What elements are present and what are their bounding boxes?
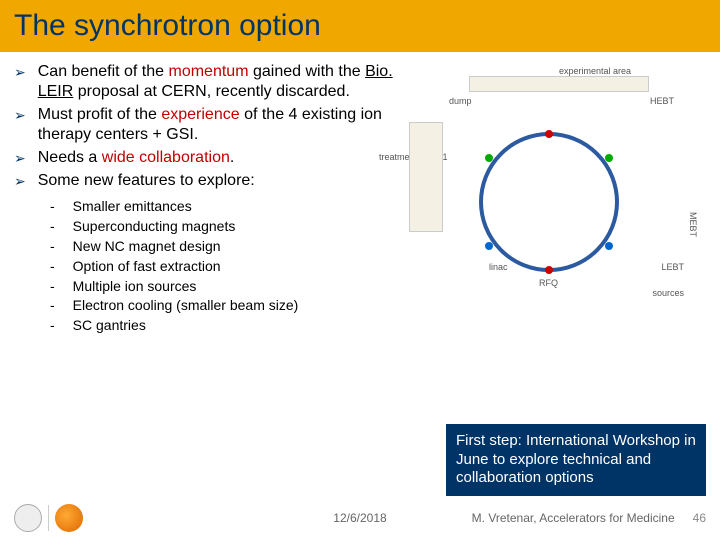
cern-logo-icon [14,504,42,532]
chevron-right-icon: ➢ [14,105,26,125]
bullet-item: ➢ Must profit of the experience of the 4… [14,105,399,145]
bullet-item: ➢ Needs a wide collaboration. [14,148,399,168]
diagram-label: sources [652,288,684,298]
dash-icon: - [50,316,55,335]
diagram-box [469,76,649,92]
diagram-label: RFQ [539,278,558,288]
right-column: experimental area dump HEBT treatment ro… [399,62,706,336]
diagram-label: experimental area [559,66,631,76]
sub-item: -Superconducting magnets [50,217,399,236]
footer-date: 12/6/2018 [333,511,386,525]
diagram-box [409,122,443,232]
sub-item: -Multiple ion sources [50,277,399,296]
sub-item: -Electron cooling (smaller beam size) [50,296,399,315]
content-area: ➢ Can benefit of the momentum gained wit… [0,52,720,336]
chevron-right-icon: ➢ [14,148,26,168]
diagram-label: linac [489,262,508,272]
footer-logos [14,504,83,532]
footer: 12/6/2018 M. Vretenar, Accelerators for … [0,504,720,532]
footer-author: M. Vretenar, Accelerators for Medicine [472,511,675,525]
diagram-label: dump [449,96,472,106]
bullet-item: ➢ Can benefit of the momentum gained wit… [14,62,399,102]
chevron-right-icon: ➢ [14,62,26,82]
left-column: ➢ Can benefit of the momentum gained wit… [14,62,399,336]
sub-bullet-list: -Smaller emittances -Superconducting mag… [14,197,399,335]
slide-title: The synchrotron option [14,9,321,43]
callout-box: First step: International Workshop in Ju… [446,424,706,496]
synchrotron-diagram: experimental area dump HEBT treatment ro… [409,62,704,302]
chevron-right-icon: ➢ [14,171,26,191]
diagram-label: MEBT [688,212,698,237]
dash-icon: - [50,277,55,296]
sub-item: -Smaller emittances [50,197,399,216]
bullet-list: ➢ Can benefit of the momentum gained wit… [14,62,399,191]
bullet-text: Can benefit of the momentum gained with … [38,62,399,102]
sub-item: -SC gantries [50,316,399,335]
diagram-label: LEBT [661,262,684,272]
bullet-item: ➢ Some new features to explore: [14,171,399,191]
dash-icon: - [50,197,55,216]
bullet-text: Needs a wide collaboration. [38,148,235,168]
diagram-label: HEBT [650,96,674,106]
dash-icon: - [50,257,55,276]
dash-icon: - [50,217,55,236]
bullet-text: Some new features to explore: [38,171,255,191]
title-bar: The synchrotron option [0,0,720,52]
dash-icon: - [50,296,55,315]
footer-page-number: 46 [693,511,706,525]
dash-icon: - [50,237,55,256]
sub-item: -New NC magnet design [50,237,399,256]
bullet-text: Must profit of the experience of the 4 e… [38,105,399,145]
cancer-logo-icon [55,504,83,532]
sub-item: -Option of fast extraction [50,257,399,276]
ring-icon [479,132,619,272]
divider [48,505,49,531]
